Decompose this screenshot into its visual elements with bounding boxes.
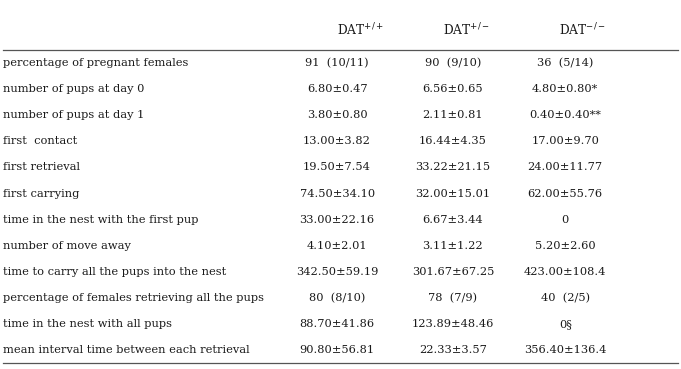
Text: 40  (2/5): 40 (2/5)	[541, 293, 590, 303]
Text: 0.40±0.40**: 0.40±0.40**	[529, 110, 601, 120]
Text: 17.00±9.70: 17.00±9.70	[531, 136, 599, 146]
Text: 91  (10/11): 91 (10/11)	[305, 58, 369, 68]
Text: time in the nest with all pups: time in the nest with all pups	[3, 319, 172, 329]
Text: number of pups at day 1: number of pups at day 1	[3, 110, 145, 120]
Text: first retrieval: first retrieval	[3, 162, 80, 172]
Text: 3.11±1.22: 3.11±1.22	[422, 241, 484, 251]
Text: 78  (7/9): 78 (7/9)	[428, 293, 477, 303]
Text: 342.50±59.19: 342.50±59.19	[296, 267, 378, 277]
Text: 24.00±11.77: 24.00±11.77	[528, 162, 603, 172]
Text: 423.00±108.4: 423.00±108.4	[524, 267, 606, 277]
Text: 32.00±15.01: 32.00±15.01	[415, 189, 490, 199]
Text: 6.67±3.44: 6.67±3.44	[422, 215, 484, 225]
Text: 13.00±3.82: 13.00±3.82	[303, 136, 371, 146]
Text: 301.67±67.25: 301.67±67.25	[412, 267, 494, 277]
Text: 123.89±48.46: 123.89±48.46	[412, 319, 494, 329]
Text: 4.80±0.80*: 4.80±0.80*	[532, 84, 599, 94]
Text: time to carry all the pups into the nest: time to carry all the pups into the nest	[3, 267, 227, 277]
Text: 33.00±22.16: 33.00±22.16	[300, 215, 375, 225]
Text: DAT$^{+/-}$: DAT$^{+/-}$	[443, 22, 490, 39]
Text: first carrying: first carrying	[3, 189, 80, 199]
Text: 36  (5/14): 36 (5/14)	[537, 58, 593, 68]
Text: 2.11±0.81: 2.11±0.81	[422, 110, 484, 120]
Text: mean interval time between each retrieval: mean interval time between each retrieva…	[3, 345, 250, 355]
Text: 90.80±56.81: 90.80±56.81	[300, 345, 375, 355]
Text: 356.40±136.4: 356.40±136.4	[524, 345, 606, 355]
Text: 5.20±2.60: 5.20±2.60	[535, 241, 596, 251]
Text: 88.70±41.86: 88.70±41.86	[300, 319, 375, 329]
Text: 0: 0	[562, 215, 569, 225]
Text: 0§: 0§	[559, 319, 571, 329]
Text: DAT$^{-/-}$: DAT$^{-/-}$	[559, 22, 605, 39]
Text: 74.50±34.10: 74.50±34.10	[300, 189, 375, 199]
Text: 6.56±0.65: 6.56±0.65	[422, 84, 484, 94]
Text: percentage of pregnant females: percentage of pregnant females	[3, 58, 189, 68]
Text: time in the nest with the first pup: time in the nest with the first pup	[3, 215, 199, 225]
Text: number of move away: number of move away	[3, 241, 131, 251]
Text: 4.10±2.01: 4.10±2.01	[306, 241, 368, 251]
Text: 62.00±55.76: 62.00±55.76	[528, 189, 603, 199]
Text: 33.22±21.15: 33.22±21.15	[415, 162, 490, 172]
Text: 22.33±3.57: 22.33±3.57	[419, 345, 487, 355]
Text: number of pups at day 0: number of pups at day 0	[3, 84, 145, 94]
Text: 19.50±7.54: 19.50±7.54	[303, 162, 371, 172]
Text: percentage of females retrieving all the pups: percentage of females retrieving all the…	[3, 293, 264, 303]
Text: 80  (8/10): 80 (8/10)	[309, 293, 365, 303]
Text: 16.44±4.35: 16.44±4.35	[419, 136, 487, 146]
Text: first  contact: first contact	[3, 136, 78, 146]
Text: DAT$^{+/+}$: DAT$^{+/+}$	[337, 22, 385, 39]
Text: 3.80±0.80: 3.80±0.80	[306, 110, 368, 120]
Text: 90  (9/10): 90 (9/10)	[425, 58, 481, 68]
Text: 6.80±0.47: 6.80±0.47	[306, 84, 368, 94]
